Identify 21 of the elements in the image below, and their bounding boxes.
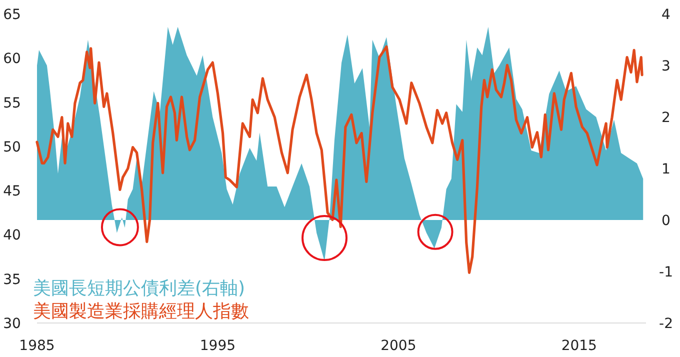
x-tick-label: 2005: [380, 338, 416, 354]
y-tick-label: 50: [3, 139, 21, 156]
y2-tick-label: 3: [662, 58, 670, 74]
y2-tick-label: -1: [659, 264, 673, 280]
y-tick-label: 65: [3, 7, 21, 23]
x-tick-label: 1985: [19, 338, 55, 354]
y-tick-label: 35: [3, 272, 21, 288]
y-tick-label: 40: [3, 228, 21, 244]
y-tick-label: 30: [3, 316, 21, 332]
y-tick-label: 55: [3, 95, 21, 112]
text: 美國長短期公債利差(右軸): [33, 278, 246, 299]
y2-tick-label: -2: [659, 316, 673, 332]
x-tick-label: 2015: [561, 338, 597, 354]
text: 美國製造業採購經理人指數: [33, 301, 249, 322]
y-tick-label: 45: [3, 184, 21, 200]
y2-tick-label: 2: [662, 110, 670, 126]
x-tick-label: 1995: [200, 338, 236, 354]
y2-tick-label: 1: [662, 162, 670, 178]
y2-tick-label: 0: [662, 213, 670, 229]
y2-tick-label: 4: [662, 7, 671, 23]
y-tick-label: 60: [3, 51, 21, 68]
